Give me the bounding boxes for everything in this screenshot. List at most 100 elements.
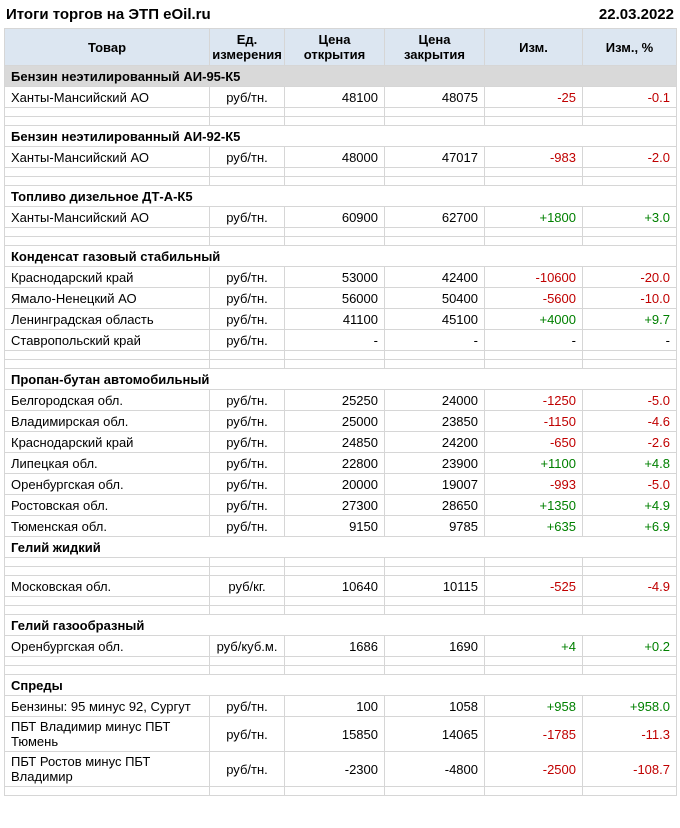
spacer-row	[4, 557, 677, 567]
spacer-cell	[484, 656, 583, 666]
close-price-cell: 24200	[384, 431, 485, 453]
spacer-cell	[4, 116, 210, 126]
spacer-cell	[484, 116, 583, 126]
spacer-row	[4, 116, 677, 126]
table-row: Владимирская обл. руб/тн. 25000 23850 -1150-…	[4, 410, 677, 432]
product-cell: Ленинградская область	[4, 308, 210, 330]
close-price-cell: 1058	[384, 695, 485, 717]
spacer-row	[4, 596, 677, 606]
unit-cell: руб/тн.	[209, 86, 285, 108]
product-cell: Ханты-Мансийский АО	[4, 206, 210, 228]
spacer-cell	[209, 786, 285, 796]
spacer-cell	[209, 656, 285, 666]
product-cell: Бензины: 95 минус 92, Сургут	[4, 695, 210, 717]
open-price-cell: 15850	[284, 716, 385, 752]
spacer-cell	[4, 557, 210, 567]
open-price-cell: 20000	[284, 473, 385, 495]
product-cell: Ростовская обл.	[4, 494, 210, 516]
column-header-close: Цена закрытия	[384, 28, 485, 66]
spacer-cell	[484, 596, 583, 606]
spacer-row	[4, 656, 677, 666]
page-title: Итоги торгов на ЭТП eOil.ru	[6, 6, 211, 23]
change-cell: +958	[484, 695, 583, 717]
close-price-cell: 42400	[384, 266, 485, 288]
product-cell: Тюменская обл.	[4, 515, 210, 537]
change-pct-cell: -0.1	[582, 86, 677, 108]
spacer-cell	[284, 107, 385, 117]
open-price-cell: 48000	[284, 146, 385, 168]
unit-cell: руб/кг.	[209, 575, 285, 597]
spacer-cell	[209, 107, 285, 117]
section-title: Спреды	[4, 674, 677, 696]
section-title: Бензин неэтилированный АИ-92-К5	[4, 125, 677, 147]
spacer-row	[4, 176, 677, 186]
change-pct-cell: -2.6	[582, 431, 677, 453]
column-header-product: Товар	[4, 28, 210, 66]
close-price-cell: -4800	[384, 751, 485, 787]
table-row: Краснодарский край руб/тн. 53000 42400 -1060…	[4, 266, 677, 288]
spacer-cell	[4, 656, 210, 666]
spacer-cell	[384, 176, 485, 186]
product-cell: ПБТ Владимир минус ПБТ Тюмень	[4, 716, 210, 752]
unit-cell: руб/тн.	[209, 410, 285, 432]
table-row: Ханты-Мансийский АО руб/тн. 48000 47017 -983…	[4, 146, 677, 168]
spacer-cell	[209, 605, 285, 615]
table-row: Ставропольский край руб/тн. - - - -	[4, 329, 677, 351]
close-price-cell: 47017	[384, 146, 485, 168]
change-pct-cell: -2.0	[582, 146, 677, 168]
spacer-cell	[4, 596, 210, 606]
unit-cell: руб/тн.	[209, 389, 285, 411]
spacer-cell	[4, 566, 210, 576]
spacer-cell	[209, 665, 285, 675]
section-header-row: Бензин неэтилированный АИ-92-К5	[4, 125, 677, 147]
spacer-cell	[384, 227, 485, 237]
open-price-cell: 60900	[284, 206, 385, 228]
close-price-cell: 1690	[384, 635, 485, 657]
spacer-cell	[284, 665, 385, 675]
results-table: Товар Ед. измерения Цена открытия Цена закр…	[4, 28, 677, 796]
spacer-cell	[284, 557, 385, 567]
open-price-cell: 41100	[284, 308, 385, 330]
product-cell: Владимирская обл.	[4, 410, 210, 432]
open-price-cell: 1686	[284, 635, 385, 657]
spacer-cell	[4, 786, 210, 796]
spacer-cell	[209, 596, 285, 606]
table-row: Ханты-Мансийский АО руб/тн. 60900 62700 +180…	[4, 206, 677, 228]
spacer-cell	[384, 167, 485, 177]
table-row: Краснодарский край руб/тн. 24850 24200 -650-…	[4, 431, 677, 453]
spacer-cell	[484, 167, 583, 177]
spacer-cell	[284, 656, 385, 666]
section-title: Гелий газообразный	[4, 614, 677, 636]
open-price-cell: 10640	[284, 575, 385, 597]
spacer-row	[4, 236, 677, 246]
unit-cell: руб/тн.	[209, 266, 285, 288]
change-pct-cell: -	[582, 329, 677, 351]
change-pct-cell: -108.7	[582, 751, 677, 787]
close-price-cell: 10115	[384, 575, 485, 597]
spacer-cell	[582, 116, 677, 126]
close-price-cell: 23900	[384, 452, 485, 474]
section-header-row: Пропан-бутан автомобильный	[4, 368, 677, 390]
change-cell: -525	[484, 575, 583, 597]
spacer-cell	[284, 605, 385, 615]
change-pct-cell: -4.6	[582, 410, 677, 432]
product-cell: Липецкая обл.	[4, 452, 210, 474]
spacer-cell	[4, 236, 210, 246]
spacer-cell	[384, 557, 485, 567]
spacer-cell	[209, 359, 285, 369]
spacer-cell	[4, 176, 210, 186]
spacer-cell	[209, 116, 285, 126]
spacer-cell	[284, 566, 385, 576]
spacer-cell	[582, 176, 677, 186]
spacer-cell	[484, 557, 583, 567]
open-price-cell: 9150	[284, 515, 385, 537]
change-cell: -2500	[484, 751, 583, 787]
change-cell: -	[484, 329, 583, 351]
change-pct-cell: -5.0	[582, 389, 677, 411]
spacer-cell	[284, 350, 385, 360]
spacer-cell	[484, 236, 583, 246]
section-title: Пропан-бутан автомобильный	[4, 368, 677, 390]
section-header-row: Спреды	[4, 674, 677, 696]
table-row: Ханты-Мансийский АО руб/тн. 48100 48075 -25-…	[4, 86, 677, 108]
section-title: Гелий жидкий	[4, 536, 677, 558]
